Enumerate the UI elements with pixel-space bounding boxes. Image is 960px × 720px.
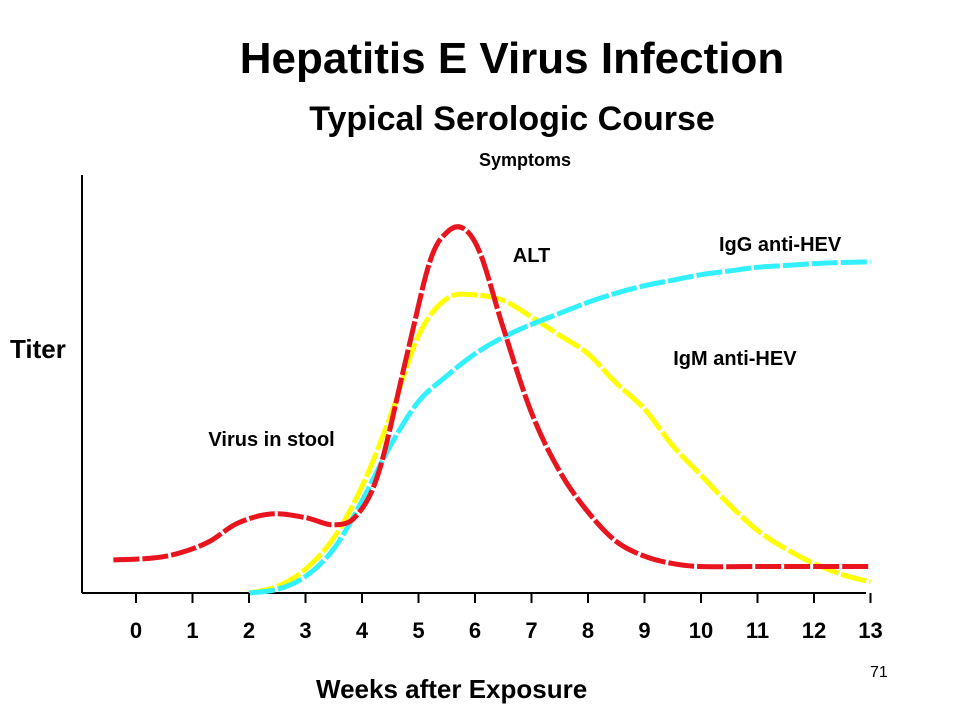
series-layer xyxy=(113,224,872,596)
x-axis-label: Weeks after Exposure xyxy=(316,674,588,704)
x-tick-label: 6 xyxy=(469,618,481,643)
x-tick-label: 9 xyxy=(638,618,650,643)
x-tick-label: 12 xyxy=(802,618,826,643)
x-tick-label: 8 xyxy=(582,618,594,643)
curve-label-alt: ALT xyxy=(513,245,550,267)
page-number: 71 xyxy=(870,664,888,681)
chart-title: Hepatitis E Virus Infection xyxy=(239,34,785,83)
symptoms-annotation: Symptoms xyxy=(478,150,572,170)
x-tick-label: 5 xyxy=(412,618,424,643)
x-tick-label: 2 xyxy=(243,618,255,643)
x-tick-label: 13 xyxy=(858,618,882,643)
series-line-igm-anti-hev xyxy=(248,291,872,596)
x-tick-label: 10 xyxy=(689,618,713,643)
curve-labels: ALT IgG anti-HEV IgM anti-HEV Virus in stoo… xyxy=(208,234,841,451)
curve-label-igm-anti-hev: IgM anti-HEV xyxy=(673,348,797,370)
x-tick-label: 11 xyxy=(746,618,769,643)
x-ticks: 0 1 2 3 4 5 6 7 8 9 10 11 12 13 xyxy=(130,593,883,643)
x-tick-label: 0 xyxy=(130,618,142,643)
y-axis-label: Titer xyxy=(10,334,66,364)
curve-label-virus-in-stool: Virus in stool xyxy=(208,429,334,451)
series-line-virus-in-stool xyxy=(113,224,871,570)
x-tick-label: 7 xyxy=(525,618,537,643)
curve-label-igg-anti-hev: IgG anti-HEV xyxy=(719,234,842,256)
x-tick-label: 3 xyxy=(299,618,311,643)
x-tick-label: 4 xyxy=(356,618,369,643)
chart-subtitle: Typical Serologic Course xyxy=(309,100,715,138)
x-tick-label: 1 xyxy=(186,618,198,643)
